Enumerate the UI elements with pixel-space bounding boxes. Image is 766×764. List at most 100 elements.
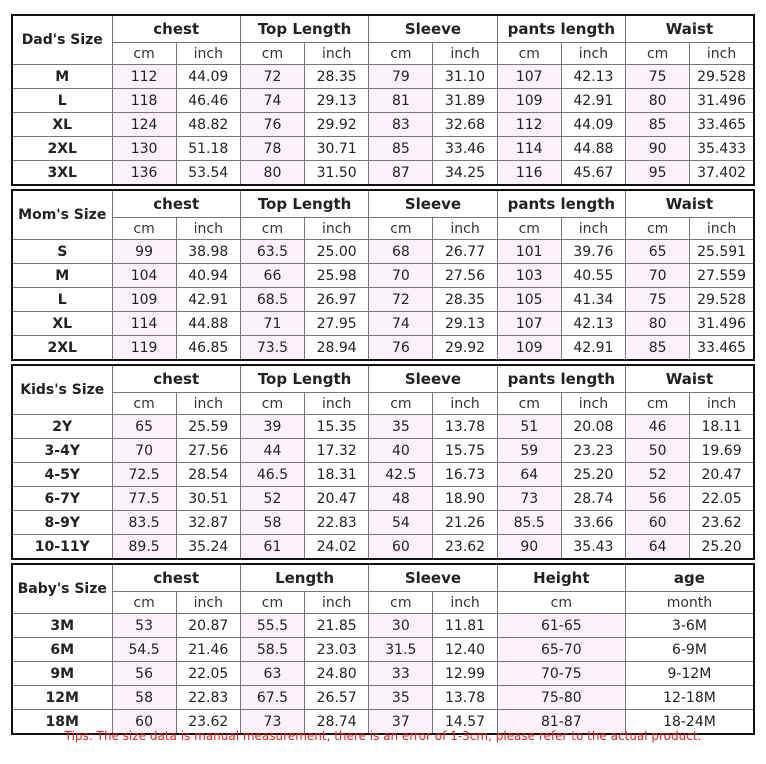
cell: 32.68 [432, 112, 498, 137]
unit-header: cm [111, 42, 177, 65]
cell: 24.80 [304, 661, 370, 686]
unit-row: cm inch cm inch cm inch cm inch cm inch [12, 392, 755, 415]
group-row: Mom's Size chest Top Length Sleeve pants len… [11, 189, 755, 240]
cell: 42.91 [560, 88, 627, 113]
cell: 15.75 [432, 438, 498, 463]
size-name: M [11, 263, 113, 288]
cell: 60 [625, 510, 691, 535]
cell: 85 [368, 136, 434, 161]
data-row: 3M 53 20.87 55.5 21.85 30 11.81 61-65 3-6M [11, 613, 755, 638]
unit-header: cm [239, 217, 306, 240]
data-row: 18M 60 23.62 73 28.74 37 14.57 81-87 18-24M [11, 709, 755, 735]
cell: 22.05 [175, 661, 241, 686]
size-name: L [11, 287, 113, 312]
group-header: Sleeve [368, 563, 498, 592]
unit-header: inch [432, 591, 498, 614]
cell: 52 [239, 486, 306, 511]
cell: 58 [111, 685, 177, 710]
data-row: 12M 58 22.83 67.5 26.57 35 13.78 75-80 12-18M [11, 685, 755, 710]
cell: 6-9M [624, 637, 755, 662]
group-header: Top Length [239, 14, 370, 43]
cell: 28.94 [304, 335, 370, 361]
size-name: 6M [11, 637, 113, 662]
cell: 26.97 [304, 287, 370, 312]
cell: 64 [625, 534, 691, 560]
cell: 77.5 [111, 486, 177, 511]
size-name: 6-7Y [11, 486, 113, 511]
cell: 48.82 [175, 112, 241, 137]
cell: 85.5 [496, 510, 562, 535]
unit-header: cm [496, 217, 562, 240]
cell: 63.5 [239, 239, 306, 264]
unit-header: inch [175, 42, 241, 65]
cell: 65-70 [496, 637, 627, 662]
cell: 71 [239, 311, 306, 336]
cell: 52 [625, 462, 691, 487]
cell: 21.85 [304, 613, 370, 638]
group-header: pants length [496, 189, 627, 218]
cell: 85 [625, 112, 691, 137]
cell: 72.5 [111, 462, 177, 487]
cell: 23.62 [175, 709, 241, 735]
cell: 28.35 [432, 287, 498, 312]
cell: 64 [496, 462, 562, 487]
size-name: 3XL [11, 160, 113, 186]
unit-header: inch [432, 42, 498, 65]
unit-header: cm [111, 217, 177, 240]
cell: 12.99 [432, 661, 498, 686]
unit-header: cm [625, 42, 691, 65]
cell: 109 [496, 88, 562, 113]
cell: 26.57 [304, 685, 370, 710]
cell: 75-80 [496, 685, 627, 710]
group-header: chest [111, 364, 241, 393]
cell: 42.91 [175, 287, 241, 312]
cell: 29.92 [304, 112, 370, 137]
cell: 95 [625, 160, 691, 186]
cell: 42.5 [368, 462, 434, 487]
unit-header: inch [432, 392, 498, 415]
cell: 39 [239, 414, 306, 439]
data-row: XL 124 48.82 76 29.92 83 32.68 112 44.09 85 33.465 [11, 112, 755, 137]
unit-header: cm [625, 217, 691, 240]
cell: 27.559 [689, 263, 755, 288]
size-name: 2Y [11, 414, 113, 439]
size-name: 3M [11, 613, 113, 638]
cell: 27.95 [304, 311, 370, 336]
cell: 27.56 [432, 263, 498, 288]
unit-header: cm [239, 591, 306, 614]
group-header: Length [239, 563, 370, 592]
cell: 81 [368, 88, 434, 113]
cell: 124 [111, 112, 177, 137]
cell: 13.78 [432, 414, 498, 439]
cell: 51 [496, 414, 562, 439]
cell: 25.591 [689, 239, 755, 264]
unit-header: inch [560, 392, 627, 415]
cell: 109 [496, 335, 562, 361]
cell: 23.23 [560, 438, 627, 463]
cell: 114 [111, 311, 177, 336]
cell: 83.5 [111, 510, 177, 535]
cell: 16.73 [432, 462, 498, 487]
group-header: pants length [496, 14, 627, 43]
cell: 37 [368, 709, 434, 735]
cell: 18.90 [432, 486, 498, 511]
cell: 29.528 [689, 287, 755, 312]
cell: 35 [368, 685, 434, 710]
group-header: pants length [496, 364, 627, 393]
cell: 65 [111, 414, 177, 439]
cell: 39.76 [560, 239, 627, 264]
cell: 44.88 [175, 311, 241, 336]
cell: 25.98 [304, 263, 370, 288]
cell: 28.74 [560, 486, 627, 511]
cell: 53.54 [175, 160, 241, 186]
data-row: 9M 56 22.05 63 24.80 33 12.99 70-75 9-12M [11, 661, 755, 686]
cell: 9-12M [624, 661, 755, 686]
cell: 40.94 [175, 263, 241, 288]
cell: 44.09 [175, 64, 241, 89]
cell: 59 [496, 438, 562, 463]
cell: 12.40 [432, 637, 498, 662]
cell: 23.62 [689, 510, 755, 535]
cell: 70 [625, 263, 691, 288]
group-header: chest [111, 563, 241, 592]
